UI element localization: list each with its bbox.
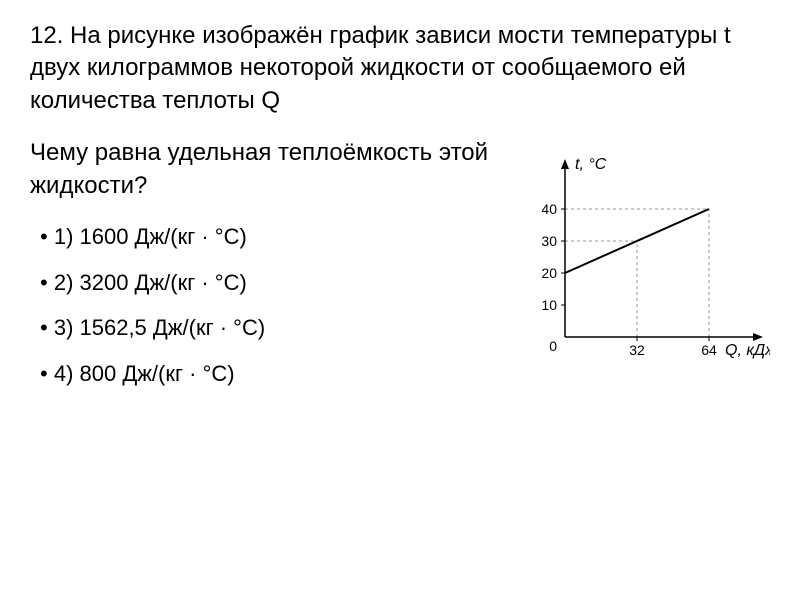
svg-text:Q, кДж: Q, кДж: [725, 342, 770, 359]
option-2: 2) 3200 Дж/(кг · °С): [40, 263, 500, 303]
problem-text: 12. На рисунке изображён график зависи м…: [30, 20, 770, 117]
svg-text:0: 0: [549, 338, 557, 354]
svg-text:32: 32: [629, 342, 645, 358]
svg-text:30: 30: [541, 233, 557, 249]
question-text: Чему равна удельная теплоёмкость этой жи…: [30, 137, 500, 202]
svg-text:40: 40: [541, 201, 557, 217]
problem-number: 12.: [30, 22, 63, 49]
option-3: 3) 1562,5 Дж/(кг · °С): [40, 308, 500, 348]
option-1: 1) 1600 Дж/(кг · °С): [40, 217, 500, 257]
chart: 10 20 30 40 32 64 0 t, °C Q, кДж: [520, 147, 770, 377]
problem-statement: На рисунке изображён график зависи мости…: [30, 22, 731, 114]
option-4: 4) 800 Дж/(кг · °С): [40, 354, 500, 394]
svg-text:10: 10: [541, 297, 557, 313]
svg-text:64: 64: [701, 342, 717, 358]
options-list: 1) 1600 Дж/(кг · °С) 2) 3200 Дж/(кг · °С…: [30, 217, 500, 393]
svg-text:20: 20: [541, 265, 557, 281]
svg-text:t, °C: t, °C: [575, 156, 607, 173]
chart-svg: 10 20 30 40 32 64 0 t, °C Q, кДж: [520, 147, 770, 377]
